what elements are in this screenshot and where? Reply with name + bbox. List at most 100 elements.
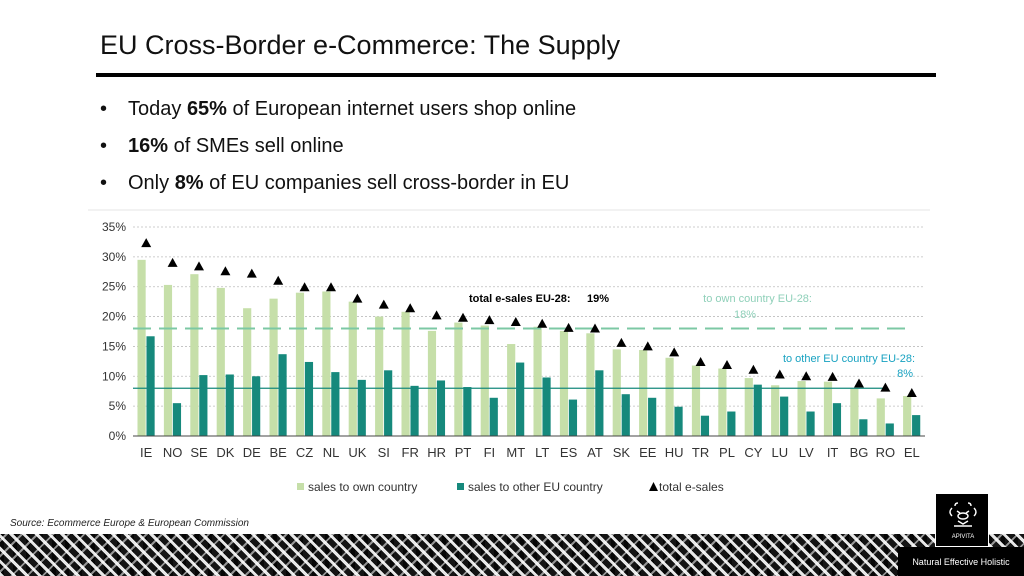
annotation-total-label: total e-sales EU-28: [469, 293, 570, 305]
x-tick-label: FI [484, 445, 496, 460]
total-marker-pt [458, 312, 468, 322]
bar-other-el [912, 415, 921, 436]
bar-own-fi [480, 325, 489, 436]
total-marker-cy [748, 364, 759, 374]
y-tick-label: 5% [109, 399, 127, 413]
x-tick-label: SK [613, 445, 631, 460]
total-marker-lt [537, 318, 548, 328]
bar-own-fr [401, 311, 410, 436]
y-tick-label: 20% [102, 310, 126, 324]
total-marker-hr [431, 310, 442, 320]
bar-own-cz [295, 292, 305, 436]
bar-own-dk [216, 287, 225, 436]
bar-own-at [586, 333, 595, 436]
bar-other-at [595, 370, 604, 436]
bar-other-lv [806, 411, 815, 436]
bar-other-be [278, 354, 287, 436]
total-marker-cz [299, 282, 310, 292]
bar-other-it [832, 403, 842, 436]
legend-label-other: sales to other EU country [468, 480, 603, 494]
x-tick-label: SI [378, 445, 390, 460]
bar-other-es [568, 399, 578, 436]
bar-other-hr [436, 380, 446, 436]
total-marker-no [167, 257, 178, 267]
bar-other-cz [304, 361, 314, 436]
annotation-other-label: to other EU country EU-28: [783, 353, 915, 365]
total-marker-fi [484, 315, 495, 325]
bar-own-se [190, 274, 199, 436]
legend-label-own: sales to own country [308, 480, 417, 494]
bar-own-lv [797, 381, 806, 436]
total-marker-dk [220, 266, 231, 276]
bar-other-si [384, 370, 393, 436]
ecommerce-bar-chart: 0% 5% 10% 15% 20% 25% 30% 35% IE NO SE DK DE BE CZ NL UK… [88, 209, 930, 494]
bar-other-pt [463, 387, 472, 436]
legend-label-total: total e-sales [659, 480, 724, 494]
bar-own-hr [427, 330, 437, 436]
bar-own-es [559, 330, 569, 436]
bar-own-ro [876, 398, 885, 436]
x-tick-label: IE [140, 445, 153, 460]
total-marker-el [906, 388, 917, 398]
bar-own-no [163, 284, 173, 436]
bullet-text: Today [128, 98, 187, 120]
slide-title: EU Cross-Border e-Commerce: The Supply [100, 30, 621, 60]
x-tick-label: SE [190, 445, 208, 460]
logo-text: APIVITA [952, 534, 975, 540]
bar-other-tr [700, 415, 710, 436]
bar-other-uk [357, 379, 366, 436]
bar-own-ee [639, 350, 648, 436]
bar-own-si [375, 316, 384, 436]
bar-own-pt [454, 322, 463, 436]
y-tick-label: 25% [102, 280, 126, 294]
annotation-own-value: 18% [734, 309, 756, 321]
y-tick-label: 0% [109, 429, 127, 443]
y-tick-label: 10% [102, 369, 126, 383]
bullet-text: Only [128, 172, 175, 194]
x-tick-label: EL [904, 445, 920, 460]
bar-own-hu [665, 357, 674, 436]
bar-other-nl [331, 372, 340, 436]
bar-own-be [269, 298, 278, 436]
total-marker-ie [141, 238, 152, 248]
bullet-item: 16% of SMEs sell online [100, 133, 576, 170]
bar-other-ie [146, 336, 155, 436]
x-tick-label: TR [692, 445, 709, 460]
x-tick-label: HR [427, 445, 446, 460]
bullet-text: of European internet users shop online [226, 98, 577, 120]
total-marker-mt [510, 316, 521, 326]
x-tick-label: DK [216, 445, 234, 460]
bar-other-ee [648, 397, 657, 436]
bar-other-fi [489, 397, 498, 436]
x-tick-label: BE [270, 445, 288, 460]
x-tick-label: EE [639, 445, 657, 460]
bar-other-no [172, 403, 182, 436]
bullet-highlight: 65% [186, 98, 227, 120]
bar-other-pl [727, 411, 736, 436]
apivita-logo: APIVITA [935, 493, 989, 547]
legend-swatch-other [457, 483, 464, 490]
x-tick-label: IT [827, 445, 839, 460]
bar-own-nl [322, 291, 331, 436]
bar-own-el [903, 395, 912, 436]
total-marker-de [246, 268, 257, 278]
y-tick-label: 15% [102, 339, 126, 353]
bar-own-tr [691, 365, 701, 436]
bullet-item: Only 8% of EU companies sell cross-borde… [100, 170, 576, 207]
bar-other-de [252, 376, 261, 436]
bullet-item: Today 65% of European internet users sho… [100, 96, 576, 133]
bar-other-fr [410, 385, 419, 436]
x-tick-label: NL [323, 445, 340, 460]
total-marker-fr [405, 303, 416, 313]
x-tick-label: BG [850, 445, 869, 460]
bar-own-mt [507, 344, 516, 436]
bar-own-cy [744, 378, 753, 436]
bar-own-lu [771, 385, 780, 436]
total-marker-si [378, 299, 389, 309]
bar-other-ro [885, 423, 894, 436]
x-tick-label: PL [719, 445, 735, 460]
bar-other-hu [674, 406, 683, 436]
bar-other-se [199, 375, 208, 436]
total-marker-uk [352, 293, 363, 303]
x-tick-label: LU [771, 445, 788, 460]
